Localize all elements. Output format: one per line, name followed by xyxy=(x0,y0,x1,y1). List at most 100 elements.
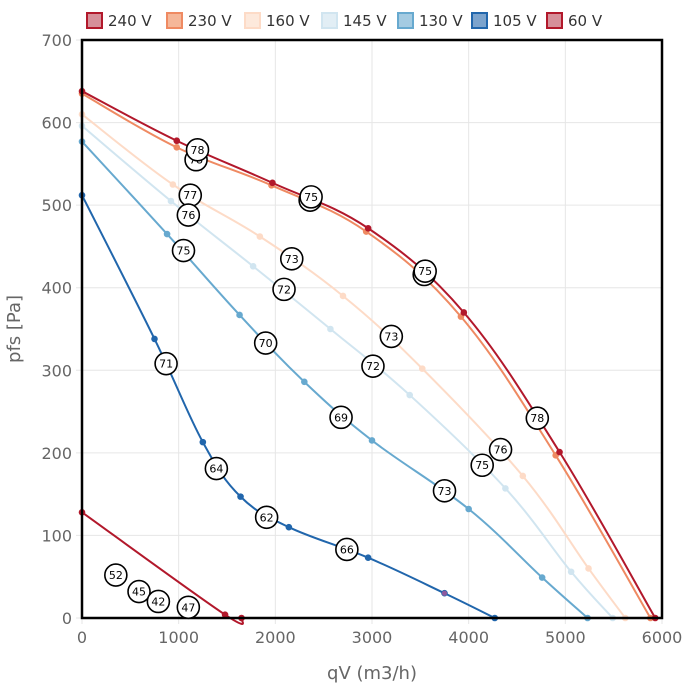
annotation-circle xyxy=(470,453,495,478)
x-tick-label: 1000 xyxy=(158,628,199,647)
series-layer xyxy=(78,87,659,625)
annotation-bubble: 70 xyxy=(253,331,278,355)
annotation-bubble: 72 xyxy=(272,277,296,302)
x-tick-label: 3000 xyxy=(352,628,393,647)
legend-swatch xyxy=(166,12,183,29)
annotation-label: 42 xyxy=(151,595,165,608)
legend-label: 145 V xyxy=(343,12,387,30)
annotation-label: 71 xyxy=(159,358,173,371)
annotation-circle xyxy=(176,595,201,620)
annotation-label: 73 xyxy=(438,485,452,498)
annotation-label: 64 xyxy=(209,463,223,476)
annotation-label: 75 xyxy=(475,459,489,472)
annotation-label: 73 xyxy=(384,330,398,343)
annotation-circle xyxy=(488,437,513,462)
legend-item-60v[interactable]: 60 V xyxy=(546,12,603,30)
y-tick-label: 700 xyxy=(41,31,72,50)
y-axis-title: pfs [Pa] xyxy=(4,295,25,363)
data-point-160v xyxy=(418,365,426,372)
legend-item-240v[interactable]: 240 V xyxy=(86,12,152,30)
data-point-130v xyxy=(163,230,171,238)
series-line-60v xyxy=(81,511,244,625)
annotation-bubble: 75 xyxy=(299,185,323,209)
annotation-label: 69 xyxy=(334,411,348,424)
data-point-240v xyxy=(460,309,468,316)
annotation-label: 76 xyxy=(181,209,195,222)
annotation-bubble: 73 xyxy=(379,324,404,349)
annotation-circle xyxy=(413,259,437,284)
data-point-105v xyxy=(199,438,207,446)
series-240v xyxy=(78,87,659,622)
annotation-circle xyxy=(185,138,210,162)
data-point-130v xyxy=(538,574,546,581)
annotation-bubble: 42 xyxy=(146,589,171,614)
data-point-marker xyxy=(441,590,448,596)
annotation-label: 76 xyxy=(494,444,508,457)
annotation-label: 78 xyxy=(530,412,544,425)
annotation-circle xyxy=(361,354,385,378)
x-tick-label: 2000 xyxy=(255,628,296,647)
data-point-160v xyxy=(256,233,264,240)
legend-item-145v[interactable]: 145 V xyxy=(321,12,387,30)
annotation-label: 45 xyxy=(132,586,146,599)
annotation-label: 72 xyxy=(277,283,291,296)
legend-item-230v[interactable]: 230 V xyxy=(166,12,232,30)
annotation-circle xyxy=(253,331,278,355)
annotation-circle xyxy=(329,405,353,430)
grid xyxy=(76,39,663,624)
annotation-bubble: 73 xyxy=(279,247,304,271)
y-tick-label: 0 xyxy=(62,609,72,628)
data-point-160v xyxy=(585,565,592,572)
annotation-bubble: 73 xyxy=(432,479,457,503)
y-tick-label: 500 xyxy=(41,196,72,215)
annotation-circle xyxy=(432,479,457,503)
annotation-circle xyxy=(171,238,196,263)
series-130v xyxy=(78,138,591,622)
legend-label: 130 V xyxy=(419,12,463,30)
annotation-label: 62 xyxy=(260,511,274,524)
y-tick-label: 100 xyxy=(41,526,72,545)
annotation-bubble: 75 xyxy=(470,453,495,478)
x-tick-label: 6000 xyxy=(642,628,683,647)
annotation-bubble: 75 xyxy=(171,238,196,263)
annotation-bubble: 71 xyxy=(154,351,178,376)
legend-swatch xyxy=(471,12,488,29)
legend-label: 240 V xyxy=(108,12,152,30)
legend-item-160v[interactable]: 160 V xyxy=(244,12,310,30)
legend-swatch xyxy=(397,12,414,29)
annotation-bubble: 75 xyxy=(413,259,437,284)
data-point-240v xyxy=(269,179,276,187)
annotation-label: 47 xyxy=(181,601,195,614)
annotation-circle xyxy=(272,277,296,302)
annotation-bubble: 76 xyxy=(176,203,201,227)
x-tick-label: 0 xyxy=(77,628,87,647)
y-tick-label: 200 xyxy=(41,444,72,463)
legend[interactable]: 240 V 230 V 160 V 145 V 130 V 105 V 60 V xyxy=(86,12,603,30)
y-tick-label: 400 xyxy=(41,279,72,298)
legend-swatch xyxy=(244,12,261,29)
tick-labels: 0 1000 2000 3000 4000 5000 6000 0 100 200 300 400 50… xyxy=(41,31,682,647)
plot-frame xyxy=(80,38,664,620)
legend-swatch xyxy=(546,12,563,29)
annotation-label: 73 xyxy=(285,253,299,266)
data-point-145v xyxy=(406,391,414,399)
legend-item-130v[interactable]: 130 V xyxy=(397,12,463,30)
x-axis-title: qV (m3/h) xyxy=(327,663,417,684)
data-point-145v xyxy=(327,325,334,333)
annotation-circle xyxy=(279,247,304,271)
annotation-bubble: 69 xyxy=(329,405,353,430)
annotation-bubble: 76 xyxy=(488,437,513,462)
legend-swatch xyxy=(86,12,103,29)
annotation-label: 75 xyxy=(304,191,318,204)
data-point-130v xyxy=(301,378,308,386)
annotation-label: 52 xyxy=(109,569,123,582)
legend-swatch xyxy=(321,12,338,29)
annotation-label: 75 xyxy=(177,245,191,258)
annotation-circle xyxy=(127,579,151,604)
data-point-145v xyxy=(502,485,509,492)
annotation-circle xyxy=(379,324,404,349)
legend-label: 60 V xyxy=(568,12,603,30)
annotation-bubble: 62 xyxy=(254,505,279,530)
data-point-130v xyxy=(368,437,376,444)
legend-item-105v[interactable]: 105 V xyxy=(471,12,537,30)
